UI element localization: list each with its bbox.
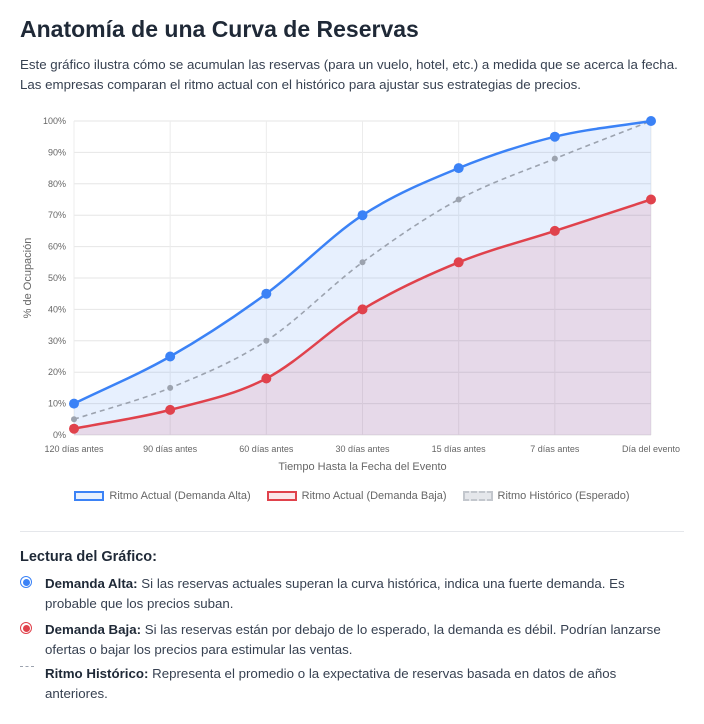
data-point-historical[interactable] (71, 416, 77, 423)
legend-swatch-high (74, 491, 105, 501)
data-point-low-demand[interactable] (357, 304, 368, 315)
data-point-low-demand[interactable] (549, 225, 560, 236)
legend-swatch-low (266, 491, 297, 501)
data-point-high-demand[interactable] (646, 116, 656, 126)
dashed-line-icon (20, 666, 34, 667)
note-historical: Ritmo Histórico: Representa el promedio … (20, 664, 680, 704)
y-tick-label: 0% (53, 430, 66, 440)
area-fill-low-demand (74, 199, 651, 435)
data-point-low-demand[interactable] (165, 404, 176, 415)
note-high-demand: Demanda Alta: Si las reservas actuales s… (20, 574, 680, 614)
legend-label-hist: Ritmo Histórico (Esperado) (497, 490, 630, 502)
data-point-high-demand[interactable] (261, 288, 272, 299)
legend-label-high: Ritmo Actual (Demanda Alta) (109, 490, 251, 502)
note-hist-label: Ritmo Histórico: (45, 666, 149, 681)
data-point-high-demand[interactable] (549, 131, 560, 142)
x-tick-label: 30 días antes (335, 444, 390, 454)
x-tick-label: 120 días antes (44, 444, 104, 454)
area-fill-high-demand (74, 121, 651, 435)
x-tick-label: 60 días antes (239, 444, 294, 454)
data-point-low-demand[interactable] (646, 194, 656, 205)
legend-label-low: Ritmo Actual (Demanda Baja) (301, 490, 447, 502)
booking-curve-chart: 0% 10% 20% 30% 40% 50% 60% 70% 80% 90% 100% 120 día… (22, 116, 680, 473)
y-tick-label: 40% (48, 304, 66, 314)
x-axis-title: Tiempo Hasta la Fecha del Evento (278, 461, 446, 473)
legend-item-low[interactable]: Ritmo Actual (Demanda Baja) (266, 490, 447, 502)
legend-swatch-hist (462, 491, 493, 501)
blue-dot-icon (20, 576, 32, 588)
y-tick-label: 70% (48, 210, 66, 220)
data-point-low-demand[interactable] (453, 257, 464, 268)
data-point-high-demand[interactable] (69, 398, 79, 409)
legend-item-high[interactable]: Ritmo Actual (Demanda Alta) (74, 490, 251, 502)
data-point-historical[interactable] (263, 337, 270, 344)
x-tick-label: Día del evento (622, 444, 680, 454)
section-divider (20, 531, 684, 532)
data-point-high-demand[interactable] (453, 163, 464, 174)
note-high-label: Demanda Alta: (45, 576, 138, 591)
note-low-label: Demanda Baja: (45, 622, 142, 637)
note-low-text: Si las reservas están por debajo de lo e… (45, 622, 661, 657)
page-subtitle: Este gráfico ilustra cómo se acumulan la… (20, 57, 678, 92)
legend-item-hist[interactable]: Ritmo Histórico (Esperado) (462, 490, 630, 502)
data-point-high-demand[interactable] (165, 351, 176, 362)
y-axis-title: % de Ocupación (22, 238, 34, 319)
y-tick-label: 50% (48, 273, 66, 283)
data-point-historical[interactable] (551, 155, 558, 162)
y-tick-label: 10% (48, 399, 66, 409)
y-tick-label: 20% (48, 367, 66, 377)
note-low-demand: Demanda Baja: Si las reservas están por … (20, 620, 680, 660)
data-point-historical[interactable] (455, 196, 462, 203)
y-tick-label: 100% (43, 116, 66, 126)
x-tick-label: 90 días antes (143, 444, 198, 454)
data-point-historical[interactable] (359, 259, 366, 266)
note-high-text: Si las reservas actuales superan la curv… (45, 576, 625, 611)
reading-title: Lectura del Gráfico: (20, 549, 157, 565)
x-tick-label: 15 días antes (432, 444, 487, 454)
data-point-high-demand[interactable] (357, 210, 368, 221)
y-tick-label: 80% (48, 179, 66, 189)
data-point-low-demand[interactable] (261, 373, 272, 384)
x-tick-label: 7 días antes (530, 444, 580, 454)
y-tick-label: 30% (48, 336, 66, 346)
y-tick-label: 60% (48, 242, 66, 252)
data-point-historical[interactable] (167, 384, 174, 391)
chart-legend: Ritmo Actual (Demanda Alta) Ritmo Actual… (0, 490, 704, 502)
page-title: Anatomía de una Curva de Reservas (20, 16, 419, 42)
data-point-low-demand[interactable] (69, 423, 79, 434)
red-dot-icon (20, 622, 32, 634)
note-hist-text: Representa el promedio o la expectativa … (45, 666, 617, 701)
y-tick-label: 90% (48, 147, 66, 157)
